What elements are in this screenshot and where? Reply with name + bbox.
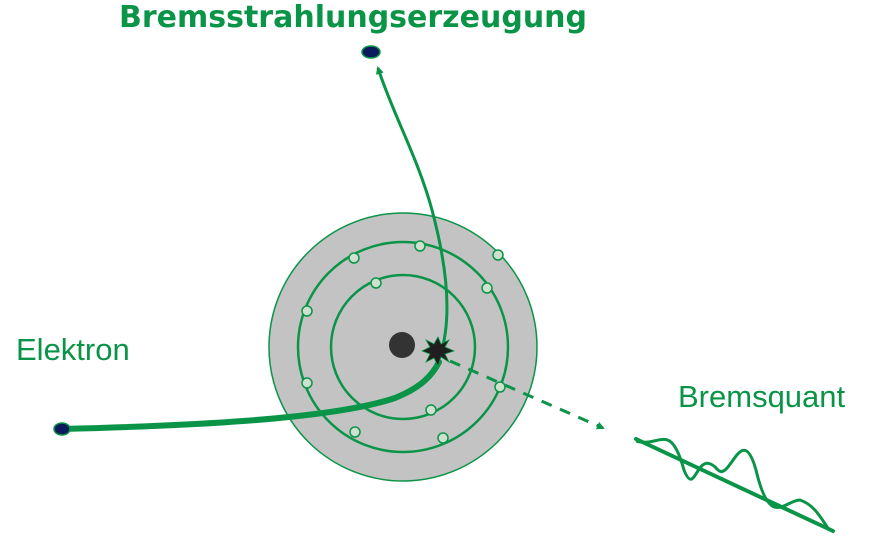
shell-electron [301,377,313,389]
deflected-electron-dot [361,45,381,59]
shell-electron [414,240,426,252]
photon-wave [635,437,830,529]
photon-wave-icon [634,437,835,533]
photon-label: Bremsquant [678,379,846,414]
photon-direction-line [449,359,605,430]
shell-electron [301,305,313,317]
interaction-burst-icon [421,336,456,368]
diagram-title: Bremsstrahlungserzeugung [119,0,587,35]
incoming-electron-path [59,359,442,432]
shell-electron [349,426,361,438]
shell-electron [370,277,382,289]
shell-electron [425,404,437,416]
shell-electron [492,249,504,261]
inner-shell [329,273,477,421]
shell-electron [437,432,449,444]
outer-shell [296,240,510,454]
shell-electron [348,252,360,264]
shell-electron [481,282,493,294]
incoming-electron-dot [53,422,71,436]
electron-label: Elektron [16,332,130,367]
photon-axis [634,437,835,533]
shell-electron [494,381,506,393]
deflected-electron-path [376,66,449,357]
shell-electrons [301,240,506,444]
nucleus [389,332,415,358]
